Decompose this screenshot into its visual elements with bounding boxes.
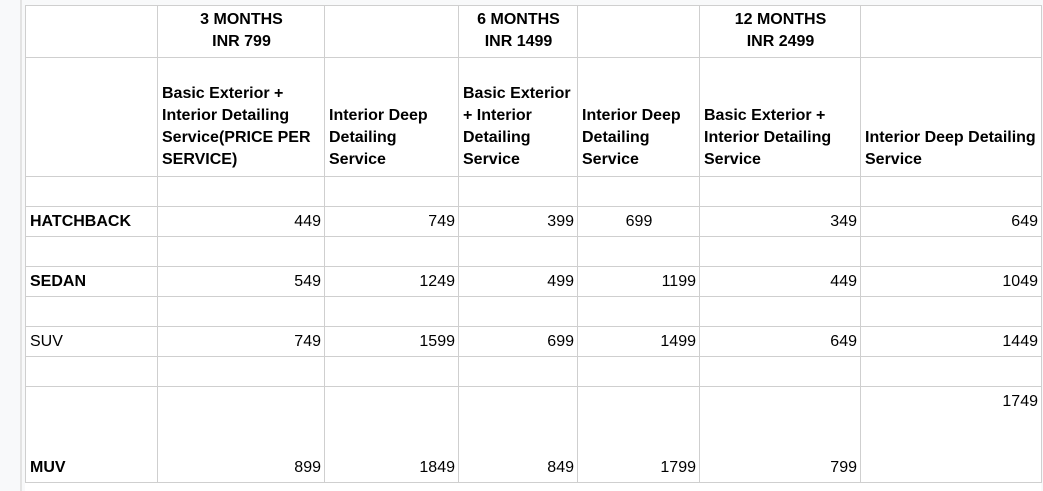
cell[interactable] (157, 176, 325, 207)
cell[interactable] (25, 5, 158, 58)
plan-duration: 12 MONTHS (734, 11, 827, 28)
pricing-sheet: 3 MONTHS INR 799 6 MONTHS INR 1499 12 MONT… (25, 5, 1042, 491)
plan-price: INR 1499 (484, 33, 553, 50)
cell[interactable] (157, 356, 325, 387)
cell[interactable] (324, 176, 459, 207)
sheet-left-border (20, 0, 22, 491)
cell[interactable] (157, 296, 325, 327)
cell[interactable] (324, 236, 459, 267)
cell[interactable] (25, 57, 158, 177)
cell[interactable] (157, 236, 325, 267)
vehicle-label[interactable]: HATCHBACK (25, 206, 158, 237)
empty-row (25, 296, 1042, 327)
price-cell[interactable]: 849 (458, 386, 578, 483)
table-row-sedan: SEDAN 549 1249 499 1199 449 1049 (25, 266, 1042, 297)
table-row-muv: MUV 899 1849 849 1799 799 1749 (25, 386, 1042, 483)
cell[interactable] (577, 296, 700, 327)
plan-duration: 6 MONTHS (477, 11, 560, 28)
price-cell[interactable]: 1799 (577, 386, 700, 483)
cell[interactable] (577, 236, 700, 267)
cell[interactable] (860, 296, 1042, 327)
plan-header-6-months[interactable]: 6 MONTHS INR 1499 (458, 5, 578, 58)
price-cell[interactable]: 799 (699, 386, 861, 483)
service-header[interactable]: Basic Exterior + Interior Detailing Serv… (699, 57, 861, 177)
cell[interactable] (860, 176, 1042, 207)
cell[interactable] (860, 236, 1042, 267)
cell[interactable] (25, 236, 158, 267)
price-cell[interactable]: 549 (157, 266, 325, 297)
table-row-suv: SUV 749 1599 699 1499 649 1449 (25, 326, 1042, 357)
service-header[interactable]: Basic Exterior + Interior Detailing Serv… (157, 57, 325, 177)
price-cell[interactable]: 1599 (324, 326, 459, 357)
cell[interactable] (699, 356, 861, 387)
price-cell[interactable]: 399 (458, 206, 578, 237)
cell[interactable] (577, 176, 700, 207)
vehicle-label[interactable]: SUV (25, 326, 158, 357)
empty-row (25, 176, 1042, 207)
price-cell[interactable]: 1849 (324, 386, 459, 483)
service-header[interactable]: Interior Deep Detailing Service (577, 57, 700, 177)
price-cell[interactable]: 1199 (577, 266, 700, 297)
vehicle-label[interactable]: MUV (25, 386, 158, 483)
price-cell[interactable]: 449 (699, 266, 861, 297)
plan-header-row: 3 MONTHS INR 799 6 MONTHS INR 1499 12 MONT… (25, 5, 1042, 58)
cell[interactable] (699, 236, 861, 267)
price-cell[interactable]: 1249 (324, 266, 459, 297)
cell[interactable] (860, 356, 1042, 387)
cell[interactable] (458, 296, 578, 327)
plan-duration: 3 MONTHS (200, 11, 283, 28)
plan-price: INR 2499 (746, 33, 815, 50)
price-cell[interactable]: 899 (157, 386, 325, 483)
cell[interactable] (458, 176, 578, 207)
price-cell[interactable]: 349 (699, 206, 861, 237)
cell[interactable] (577, 5, 700, 58)
plan-header-12-months[interactable]: 12 MONTHS INR 2499 (699, 5, 861, 58)
price-cell[interactable]: 699 (458, 326, 578, 357)
price-cell[interactable]: 749 (324, 206, 459, 237)
cell[interactable] (577, 356, 700, 387)
price-cell[interactable]: 649 (699, 326, 861, 357)
price-cell[interactable]: 1499 (577, 326, 700, 357)
service-header-row: Basic Exterior + Interior Detailing Serv… (25, 57, 1042, 177)
price-cell[interactable]: 499 (458, 266, 578, 297)
service-header[interactable]: Interior Deep Detailing Service (324, 57, 459, 177)
cell[interactable] (25, 176, 158, 207)
price-cell[interactable]: 1449 (860, 326, 1042, 357)
vehicle-label[interactable]: SEDAN (25, 266, 158, 297)
table-row-hatchback: HATCHBACK 449 749 399 699 349 649 (25, 206, 1042, 237)
cell[interactable] (699, 296, 861, 327)
cell[interactable] (458, 356, 578, 387)
empty-row (25, 356, 1042, 387)
price-cell[interactable]: 699 (577, 206, 700, 237)
empty-row (25, 236, 1042, 267)
cell[interactable] (25, 296, 158, 327)
cell[interactable] (324, 5, 459, 58)
cell[interactable] (458, 236, 578, 267)
price-cell[interactable]: 1749 (860, 386, 1042, 483)
cell[interactable] (324, 356, 459, 387)
plan-price: INR 799 (212, 33, 271, 50)
price-cell[interactable]: 649 (860, 206, 1042, 237)
cell[interactable] (699, 176, 861, 207)
cell[interactable] (324, 296, 459, 327)
price-cell[interactable]: 749 (157, 326, 325, 357)
plan-header-3-months[interactable]: 3 MONTHS INR 799 (157, 5, 325, 58)
price-cell[interactable]: 1049 (860, 266, 1042, 297)
cell[interactable] (25, 356, 158, 387)
price-cell[interactable]: 449 (157, 206, 325, 237)
service-header[interactable]: Interior Deep Detailing Service (860, 57, 1042, 177)
cell[interactable] (860, 5, 1042, 58)
service-header[interactable]: Basic Exterior + Interior Detailing Serv… (458, 57, 578, 177)
pricing-table: 3 MONTHS INR 799 6 MONTHS INR 1499 12 MONT… (25, 5, 1042, 483)
